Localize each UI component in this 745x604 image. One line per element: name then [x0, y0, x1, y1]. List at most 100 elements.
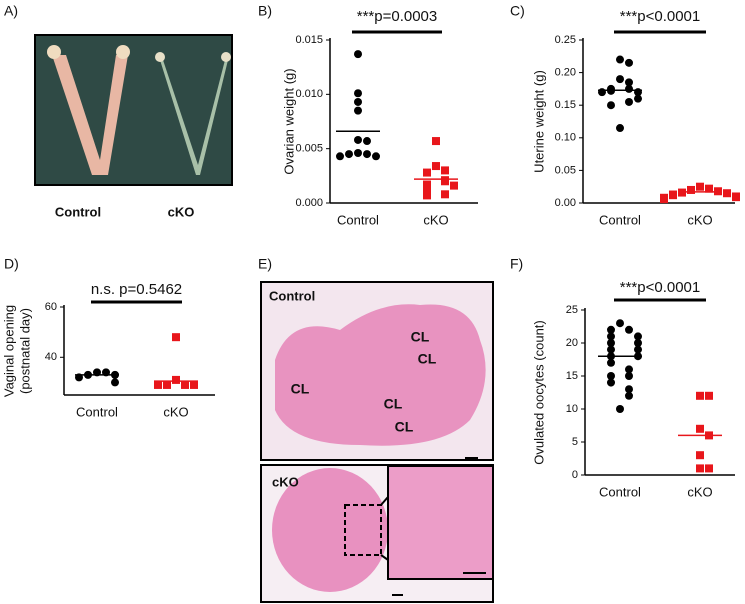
y-tick-label: 0.005 [295, 143, 323, 155]
data-point [598, 88, 606, 97]
y-tick-label: 0.10 [555, 132, 576, 144]
data-point [372, 152, 380, 161]
x-tick-label: Control [599, 212, 641, 227]
cl-label: CL [411, 329, 430, 345]
data-point [705, 391, 713, 400]
y-axis-label: Vaginal opening [1, 305, 16, 397]
data-point [354, 135, 362, 144]
y-tick-label: 0.05 [555, 164, 576, 176]
data-point [634, 339, 642, 347]
data-point [607, 358, 615, 367]
data-point [705, 184, 713, 193]
y-tick-label: 0.15 [555, 99, 576, 111]
data-point [625, 391, 633, 400]
y-tick-label: 40 [45, 351, 57, 363]
cl-label: CL [384, 396, 403, 412]
y-tick-label: 0 [572, 469, 578, 481]
data-point [732, 193, 740, 202]
data-point [607, 345, 615, 354]
data-point [354, 50, 362, 59]
data-point [714, 187, 722, 196]
y-axis-label: Ovulated oocytes (count) [531, 320, 546, 465]
annotation: ***p=0.0003 [357, 8, 438, 25]
data-point [111, 370, 119, 379]
data-point [336, 152, 344, 161]
data-point [616, 319, 624, 328]
histology-label: cKO [272, 474, 299, 489]
data-point [423, 185, 431, 194]
data-point [616, 405, 624, 413]
data-point [625, 372, 633, 380]
panel-e-histology [260, 281, 494, 603]
data-point [423, 168, 431, 177]
data-point [669, 191, 677, 200]
data-point [696, 424, 704, 433]
data-point [696, 391, 704, 400]
data-point [93, 368, 101, 377]
y-axis-label: Ovarian weight (g) [281, 68, 296, 174]
annotation: ***p<0.0001 [620, 279, 701, 296]
photo-label: cKO [168, 204, 195, 219]
data-point [354, 97, 362, 106]
data-point [625, 325, 633, 334]
data-point [607, 332, 615, 341]
data-point [163, 380, 171, 389]
data-point [634, 88, 642, 97]
data-point [625, 78, 633, 87]
data-point [441, 177, 449, 186]
data-point [678, 188, 686, 197]
data-point [634, 94, 642, 103]
data-point [625, 365, 633, 374]
data-point [432, 137, 440, 146]
data-point [616, 124, 624, 133]
data-point [84, 370, 92, 379]
panel-label: F) [510, 256, 523, 272]
data-point [696, 182, 704, 191]
y-tick-label: 0.20 [555, 67, 576, 79]
data-point [172, 333, 180, 342]
data-point [181, 380, 189, 389]
data-point [423, 180, 431, 189]
x-tick-label: cKO [687, 212, 712, 227]
data-point [696, 451, 704, 460]
x-tick-label: cKO [163, 404, 188, 419]
data-point [75, 373, 83, 382]
cl-label: CL [418, 351, 437, 367]
y-tick-label: 0.015 [295, 34, 323, 46]
panel-a-photo [34, 34, 233, 186]
histology-label: Control [269, 288, 315, 303]
data-point [607, 325, 615, 334]
panel-label: E) [258, 256, 272, 272]
y-tick-label: 0.25 [555, 34, 576, 46]
data-point [723, 189, 731, 198]
data-point [432, 162, 440, 171]
y-tick-label: 0.00 [555, 197, 576, 209]
data-point [616, 75, 624, 84]
data-point [607, 372, 615, 380]
y-tick-label: 0.000 [295, 197, 323, 209]
cl-label: CL [395, 419, 414, 435]
data-point [607, 378, 615, 387]
y-tick-label: 60 [45, 301, 57, 313]
data-point [625, 58, 633, 67]
x-tick-label: Control [76, 404, 118, 419]
cl-label: CL [291, 381, 310, 397]
panel-label: C) [510, 3, 525, 19]
data-point [616, 55, 624, 64]
y-axis-label: (postnatal day) [17, 308, 32, 394]
data-point [660, 195, 668, 204]
data-point [607, 86, 615, 95]
panel-label: B) [258, 3, 272, 19]
x-tick-label: cKO [423, 212, 448, 227]
data-point [607, 101, 615, 110]
data-point [423, 191, 431, 200]
data-point [354, 89, 362, 98]
data-point [634, 332, 642, 341]
data-point [190, 380, 198, 389]
y-tick-label: 25 [566, 304, 578, 316]
annotation: n.s. p=0.5462 [91, 281, 182, 298]
data-point [441, 166, 449, 175]
y-tick-label: 0.010 [295, 88, 323, 100]
data-point [102, 368, 110, 377]
